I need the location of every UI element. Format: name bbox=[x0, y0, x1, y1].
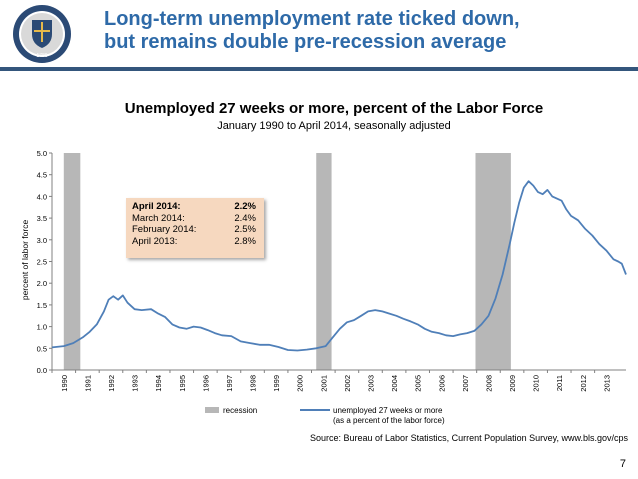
x-tick-label: 2001 bbox=[319, 375, 328, 392]
x-tick-label: 1995 bbox=[178, 375, 187, 392]
callout-row: February 2014: 2.5% bbox=[132, 224, 264, 236]
x-tick-label: 1994 bbox=[154, 375, 163, 392]
x-tick-label: 2006 bbox=[437, 375, 446, 392]
axes bbox=[49, 152, 626, 373]
recession-band bbox=[316, 153, 332, 370]
latest-values-callout: April 2014: 2.2% March 2014: 2.4% Februa… bbox=[126, 198, 264, 258]
chart-subtitle: January 1990 to April 2014, seasonally a… bbox=[217, 120, 451, 132]
x-tick-label: 2008 bbox=[484, 375, 493, 392]
x-tick-label: 1998 bbox=[249, 375, 258, 392]
x-tick-label: 2013 bbox=[602, 375, 611, 392]
callout-row: April 2013: 2.8% bbox=[132, 236, 264, 248]
y-tick-label: 4.0 bbox=[37, 192, 47, 201]
x-tick-label: 2000 bbox=[296, 375, 305, 392]
slide-title-line1: Long-term unemployment rate ticked down, bbox=[104, 8, 520, 30]
unemployment-chart: Unemployed 27 weeks or more, percent of … bbox=[20, 100, 628, 443]
x-tick-label: 1993 bbox=[131, 375, 140, 392]
series-line bbox=[51, 180, 627, 352]
x-tick-label: 2002 bbox=[343, 375, 352, 392]
x-tick-labels: 1990 1991 1992 1993 1994 1995 1996 1997 1998 1999… bbox=[60, 375, 612, 392]
y-tick-label: 5.0 bbox=[37, 149, 47, 158]
y-tick-label: 4.5 bbox=[37, 171, 47, 180]
legend-recession-label: recession bbox=[223, 406, 257, 415]
chart-source: Source: Bureau of Labor Statistics, Curr… bbox=[310, 433, 628, 443]
x-tick-label: 2010 bbox=[532, 375, 541, 392]
y-tick-label: 3.5 bbox=[37, 214, 47, 223]
legend-series-label-line2: (as a percent of the labor force) bbox=[333, 416, 445, 425]
y-tick-label: 1.0 bbox=[37, 323, 47, 332]
callout-label: April 2013: bbox=[132, 235, 178, 247]
callout-value: 2.5% bbox=[234, 224, 256, 235]
slide-header: 1789 Long-term unemployment rate ticked … bbox=[0, 0, 638, 66]
x-tick-label: 2009 bbox=[508, 375, 517, 392]
y-tick-label: 3.0 bbox=[37, 236, 47, 245]
chart-legend: recession unemployed 27 weeks or more (a… bbox=[205, 406, 445, 425]
y-tick-label: 0.0 bbox=[37, 366, 47, 375]
x-tick-label: 2005 bbox=[414, 375, 423, 392]
x-tick-label: 1990 bbox=[60, 375, 69, 392]
y-tick-label: 0.5 bbox=[37, 344, 47, 353]
x-tick-label: 1996 bbox=[201, 375, 210, 392]
callout-value: 2.2% bbox=[234, 201, 256, 212]
y-tick-label: 2.5 bbox=[37, 258, 47, 267]
slide-title-line2: but remains double pre-recession average bbox=[104, 31, 507, 53]
y-tick-label: 1.5 bbox=[37, 301, 47, 310]
callout-label: March 2014: bbox=[132, 212, 185, 224]
y-tick-label: 2.0 bbox=[37, 279, 47, 288]
x-tick-label: 1997 bbox=[225, 375, 234, 392]
x-tick-label: 1999 bbox=[272, 375, 281, 392]
x-tick-label: 2011 bbox=[555, 375, 564, 391]
callout-value: 2.8% bbox=[234, 235, 256, 247]
series-lines bbox=[51, 180, 627, 352]
recession-bands bbox=[63, 153, 511, 370]
callout-label: April 2014: bbox=[132, 201, 181, 212]
x-tick-label: 1991 bbox=[83, 375, 92, 392]
callout-value: 2.4% bbox=[234, 212, 256, 224]
page-number: 7 bbox=[619, 458, 626, 470]
callout-label: February 2014: bbox=[132, 224, 197, 235]
y-tick-labels: 0.0 0.5 1.0 1.5 2.0 2.5 3.0 3.5 4.0 4.5 5.0 bbox=[37, 149, 47, 375]
x-tick-label: 1992 bbox=[107, 375, 116, 392]
x-tick-label: 2007 bbox=[461, 375, 470, 392]
x-tick-label: 2012 bbox=[579, 375, 588, 392]
treasury-seal-icon: 1789 bbox=[13, 5, 71, 63]
header-divider bbox=[0, 67, 638, 71]
slide-title: Long-term unemployment rate ticked down,… bbox=[104, 8, 624, 54]
seal-year: 1789 bbox=[36, 53, 47, 59]
callout-row: April 2014: 2.2% bbox=[132, 201, 264, 213]
recession-band bbox=[63, 153, 81, 370]
legend-series-label-line1: unemployed 27 weeks or more bbox=[333, 406, 443, 415]
y-axis-label: percent of labor force bbox=[20, 220, 30, 301]
x-tick-label: 2004 bbox=[390, 375, 399, 392]
legend-recession-swatch bbox=[205, 407, 219, 413]
callout-row: March 2014: 2.4% bbox=[132, 213, 264, 225]
chart-title: Unemployed 27 weeks or more, percent of … bbox=[125, 100, 543, 117]
x-tick-label: 2003 bbox=[366, 375, 375, 392]
